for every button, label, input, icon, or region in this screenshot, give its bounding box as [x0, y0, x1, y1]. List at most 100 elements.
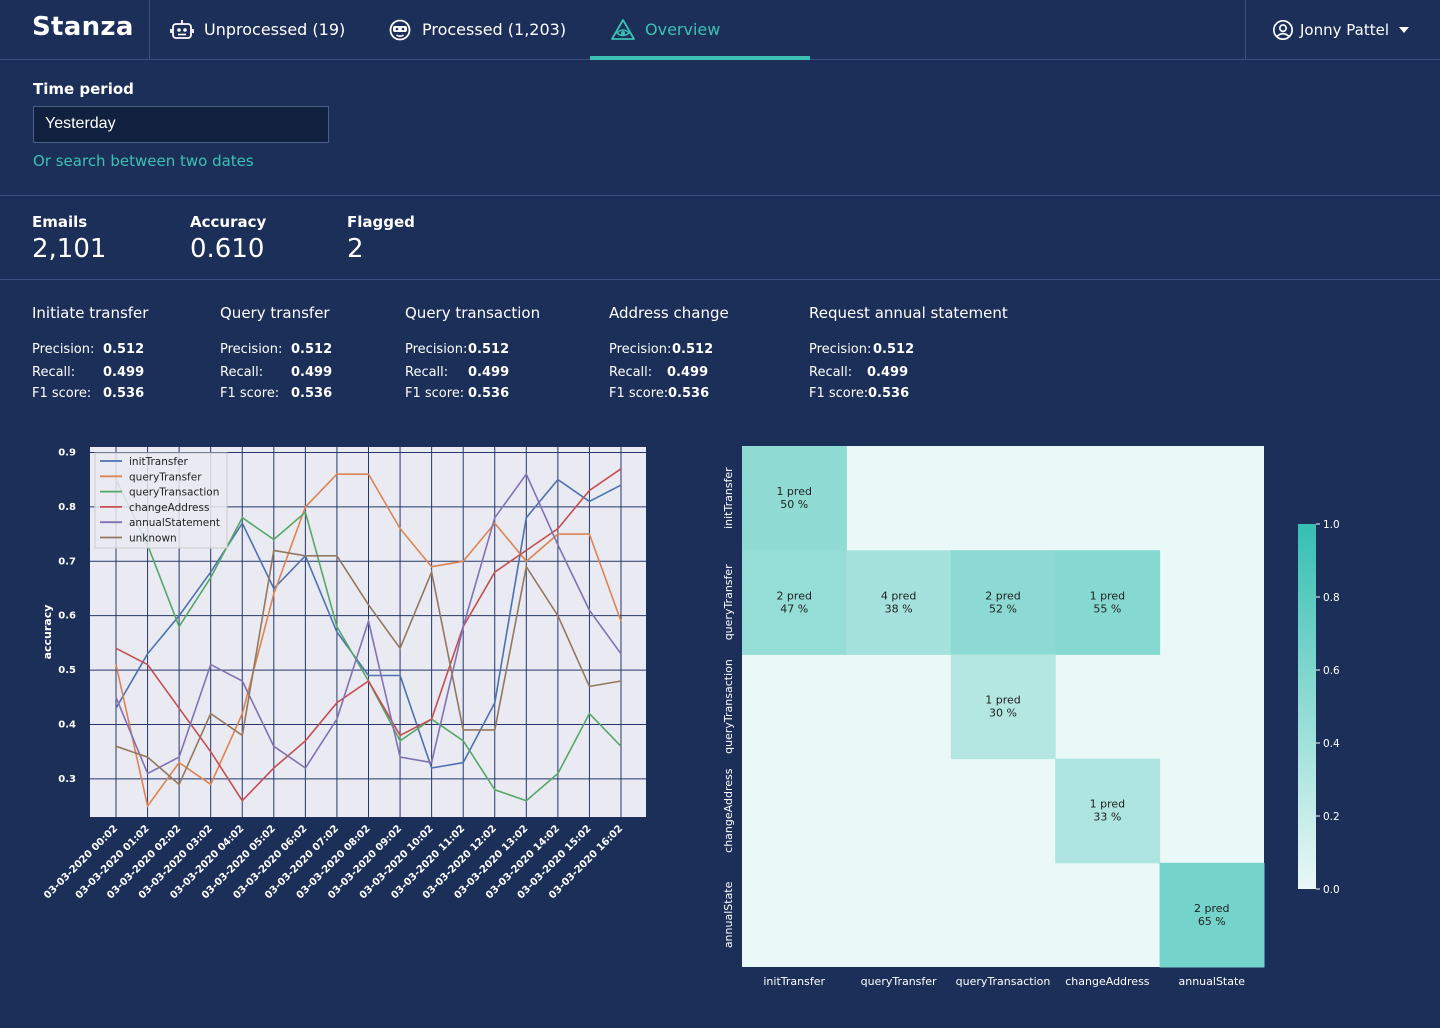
cell-count: 2 pred	[776, 589, 812, 602]
legend-label: queryTransaction	[129, 487, 219, 499]
series-line-initTransfer	[115, 478, 622, 769]
divider	[0, 195, 1440, 196]
row-label: queryTransfer	[722, 564, 735, 640]
metric-group-title: Request annual statement	[809, 304, 1008, 322]
cell-percent: 55 %	[1093, 602, 1121, 615]
y-tick-label: 0.9	[58, 447, 76, 458]
stat-emails-value: 2,101	[32, 234, 107, 264]
y-tick-label: 0.4	[58, 720, 76, 731]
recall-value: 0.499	[867, 365, 909, 380]
stat-accuracy-value: 0.610	[190, 234, 265, 264]
recall-row: Recall: 0.499	[405, 365, 509, 380]
cell-percent: 50 %	[780, 498, 808, 511]
col-label: changeAddress	[1065, 975, 1150, 988]
colorbar-tick-label: 0.8	[1323, 592, 1340, 604]
cell-count: 2 pred	[985, 589, 1021, 602]
tab-unprocessed[interactable]: Unprocessed (19)	[170, 0, 345, 59]
f1-value: 0.536	[468, 386, 510, 401]
recall-row: Recall: 0.499	[32, 365, 144, 380]
y-tick-label: 0.7	[58, 556, 76, 567]
col-label: queryTransfer	[861, 975, 937, 988]
heatmap-cell	[1055, 758, 1161, 864]
chevron-down-icon	[1398, 26, 1409, 33]
f1-value: 0.536	[291, 386, 333, 401]
cell-percent: 52 %	[989, 602, 1017, 615]
legend-label: queryTransfer	[129, 471, 202, 483]
precision-label: Precision:	[809, 342, 872, 357]
precision-label: Precision:	[405, 342, 468, 357]
recall-value: 0.499	[667, 365, 709, 380]
heatmap-cell	[742, 446, 847, 551]
eye-triangle-icon	[611, 18, 635, 40]
y-tick-label: 0.3	[58, 774, 76, 785]
f1-label: F1 score:	[32, 386, 92, 401]
f1-row: F1 score: 0.536	[405, 386, 509, 401]
precision-label: Precision:	[609, 342, 672, 357]
time-period-label: Time period	[33, 80, 134, 98]
cell-count: 1 pred	[1090, 589, 1126, 602]
row-label: queryTransaction	[722, 659, 735, 754]
date-range-link[interactable]: Or search between two dates	[33, 152, 254, 170]
precision-row: Precision: 0.512	[809, 342, 914, 357]
series-line-queryTransfer	[115, 473, 622, 809]
row-label: initTransfer	[722, 467, 735, 529]
f1-label: F1 score:	[609, 386, 669, 401]
smiley-robot-icon	[389, 19, 411, 40]
legend-label: unknown	[129, 533, 177, 545]
user-name: Jonny Pattel	[1300, 20, 1389, 39]
chart-legend: initTransfer queryTransfer queryTransactio…	[94, 452, 228, 549]
colorbar-tick-label: 0.4	[1323, 738, 1340, 750]
y-tick-label: 0.6	[58, 611, 76, 622]
top-nav: Stanza Unprocessed (19) Processed (1,203…	[0, 0, 1440, 60]
precision-value: 0.512	[103, 342, 145, 357]
col-label: initTransfer	[763, 975, 825, 988]
precision-row: Precision: 0.512	[609, 342, 713, 357]
f1-label: F1 score:	[405, 386, 465, 401]
heatmap-cell	[742, 550, 847, 655]
col-label: queryTransaction	[956, 975, 1051, 988]
recall-label: Recall:	[809, 365, 853, 380]
active-tab-indicator	[590, 56, 810, 60]
precision-value: 0.512	[468, 342, 510, 357]
nav-divider	[1245, 0, 1246, 59]
brand-logo[interactable]: Stanza	[32, 12, 134, 42]
f1-value: 0.536	[668, 386, 710, 401]
y-axis-label: accuracy	[41, 605, 54, 660]
col-label: annualState	[1179, 975, 1246, 988]
row-label: annualState	[722, 881, 735, 948]
f1-row: F1 score: 0.536	[32, 386, 144, 401]
colorbar-tick-label: 0.6	[1323, 665, 1340, 677]
precision-row: Precision: 0.512	[32, 342, 144, 357]
cell-count: 2 pred	[1194, 902, 1230, 915]
recall-value: 0.499	[103, 365, 145, 380]
f1-row: F1 score: 0.536	[809, 386, 909, 401]
tab-overview-label: Overview	[645, 20, 721, 39]
precision-row: Precision: 0.512	[405, 342, 509, 357]
tab-processed-label: Processed (1,203)	[422, 20, 567, 39]
recall-row: Recall: 0.499	[220, 365, 332, 380]
f1-row: F1 score: 0.536	[609, 386, 709, 401]
recall-label: Recall:	[32, 365, 76, 380]
nav-divider	[149, 0, 150, 59]
cell-count: 4 pred	[881, 589, 917, 602]
heatmap-cell	[1055, 550, 1161, 655]
legend-box	[94, 452, 228, 549]
recall-row: Recall: 0.499	[609, 365, 708, 380]
metric-group-title: Query transfer	[220, 304, 330, 322]
time-period-select[interactable]: Yesterday	[33, 106, 329, 143]
cell-percent: 65 %	[1198, 915, 1226, 928]
metric-group-title: Address change	[609, 304, 729, 322]
heatmap-cell	[846, 550, 952, 655]
divider	[0, 279, 1440, 280]
cell-percent: 38 %	[885, 602, 913, 615]
colorbar-tick-label: 1.0	[1323, 519, 1340, 531]
tab-overview[interactable]: Overview	[611, 0, 720, 59]
precision-label: Precision:	[32, 342, 95, 357]
user-menu[interactable]: Jonny Pattel	[1272, 0, 1409, 59]
robot-icon	[170, 19, 194, 39]
recall-label: Recall:	[405, 365, 449, 380]
tab-processed[interactable]: Processed (1,203)	[388, 0, 566, 59]
cell-count: 1 pred	[1090, 798, 1126, 811]
